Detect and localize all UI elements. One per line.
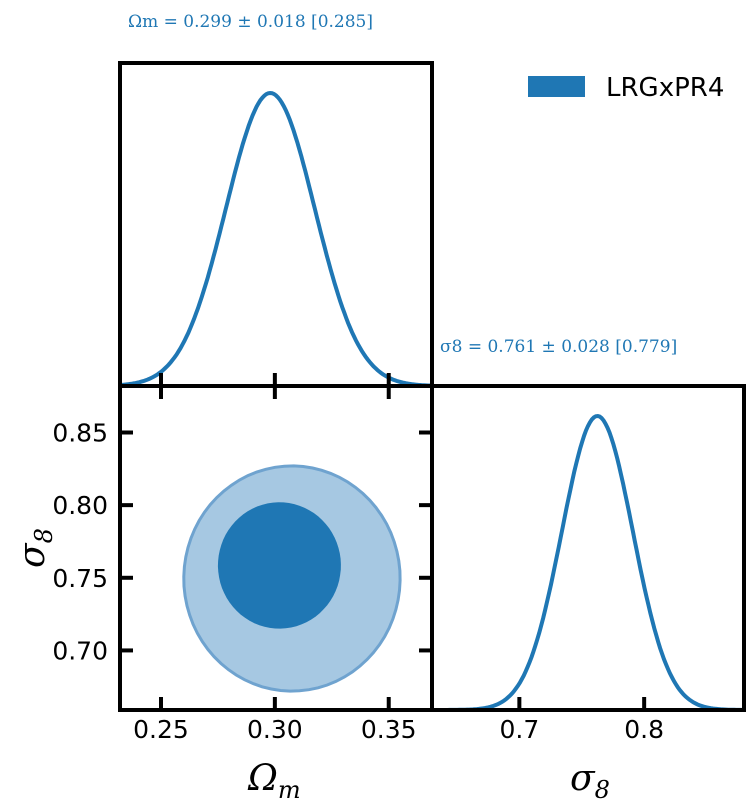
- sigma-8-tick-label-0: 0.70: [52, 636, 108, 665]
- legend-swatch: [528, 76, 585, 97]
- omega-m-annotation: Ωm = 0.299 ± 0.018 [0.285]: [128, 12, 373, 32]
- sigma-8-diag-tick-label-0: 0.7: [499, 715, 539, 744]
- legend-label: LRGxPR4: [606, 73, 724, 103]
- sigma-8-tick-label-1: 0.75: [52, 564, 108, 593]
- sigma-8-diag-tick-label-1: 0.8: [624, 715, 664, 744]
- omega-m-tick-label-0: 0.25: [133, 715, 189, 744]
- x-axis-label-omega-m: Ωm: [247, 758, 301, 804]
- sigma-8-annotation: σ8 = 0.761 ± 0.028 [0.779]: [440, 337, 677, 357]
- frame-omTop: [118, 61, 434, 388]
- sigma-8-marginal-curve: [432, 413, 744, 712]
- omega-m-tick-label-2: 0.35: [361, 715, 417, 744]
- y-axis-label-sigma-8: σ8: [12, 528, 58, 568]
- omega-m-tick-label-1: 0.30: [247, 715, 303, 744]
- sigma-8-tick-label-3: 0.85: [52, 418, 108, 447]
- tick-labels: 0.25 0.30 0.35 0.70 0.75 0.80 0.85 0.7 0.8: [52, 418, 664, 744]
- omega-m-marginal-curve: [119, 90, 433, 388]
- contour-68: [217, 502, 341, 629]
- frame-s8diag: [430, 384, 746, 712]
- contour-fills: [182, 464, 402, 693]
- x-axis-label-sigma-8: σ8: [570, 758, 610, 804]
- legend: LRGxPR4: [528, 73, 724, 103]
- tick-marks: [120, 373, 647, 710]
- sigma-8-tick-label-2: 0.80: [52, 491, 108, 520]
